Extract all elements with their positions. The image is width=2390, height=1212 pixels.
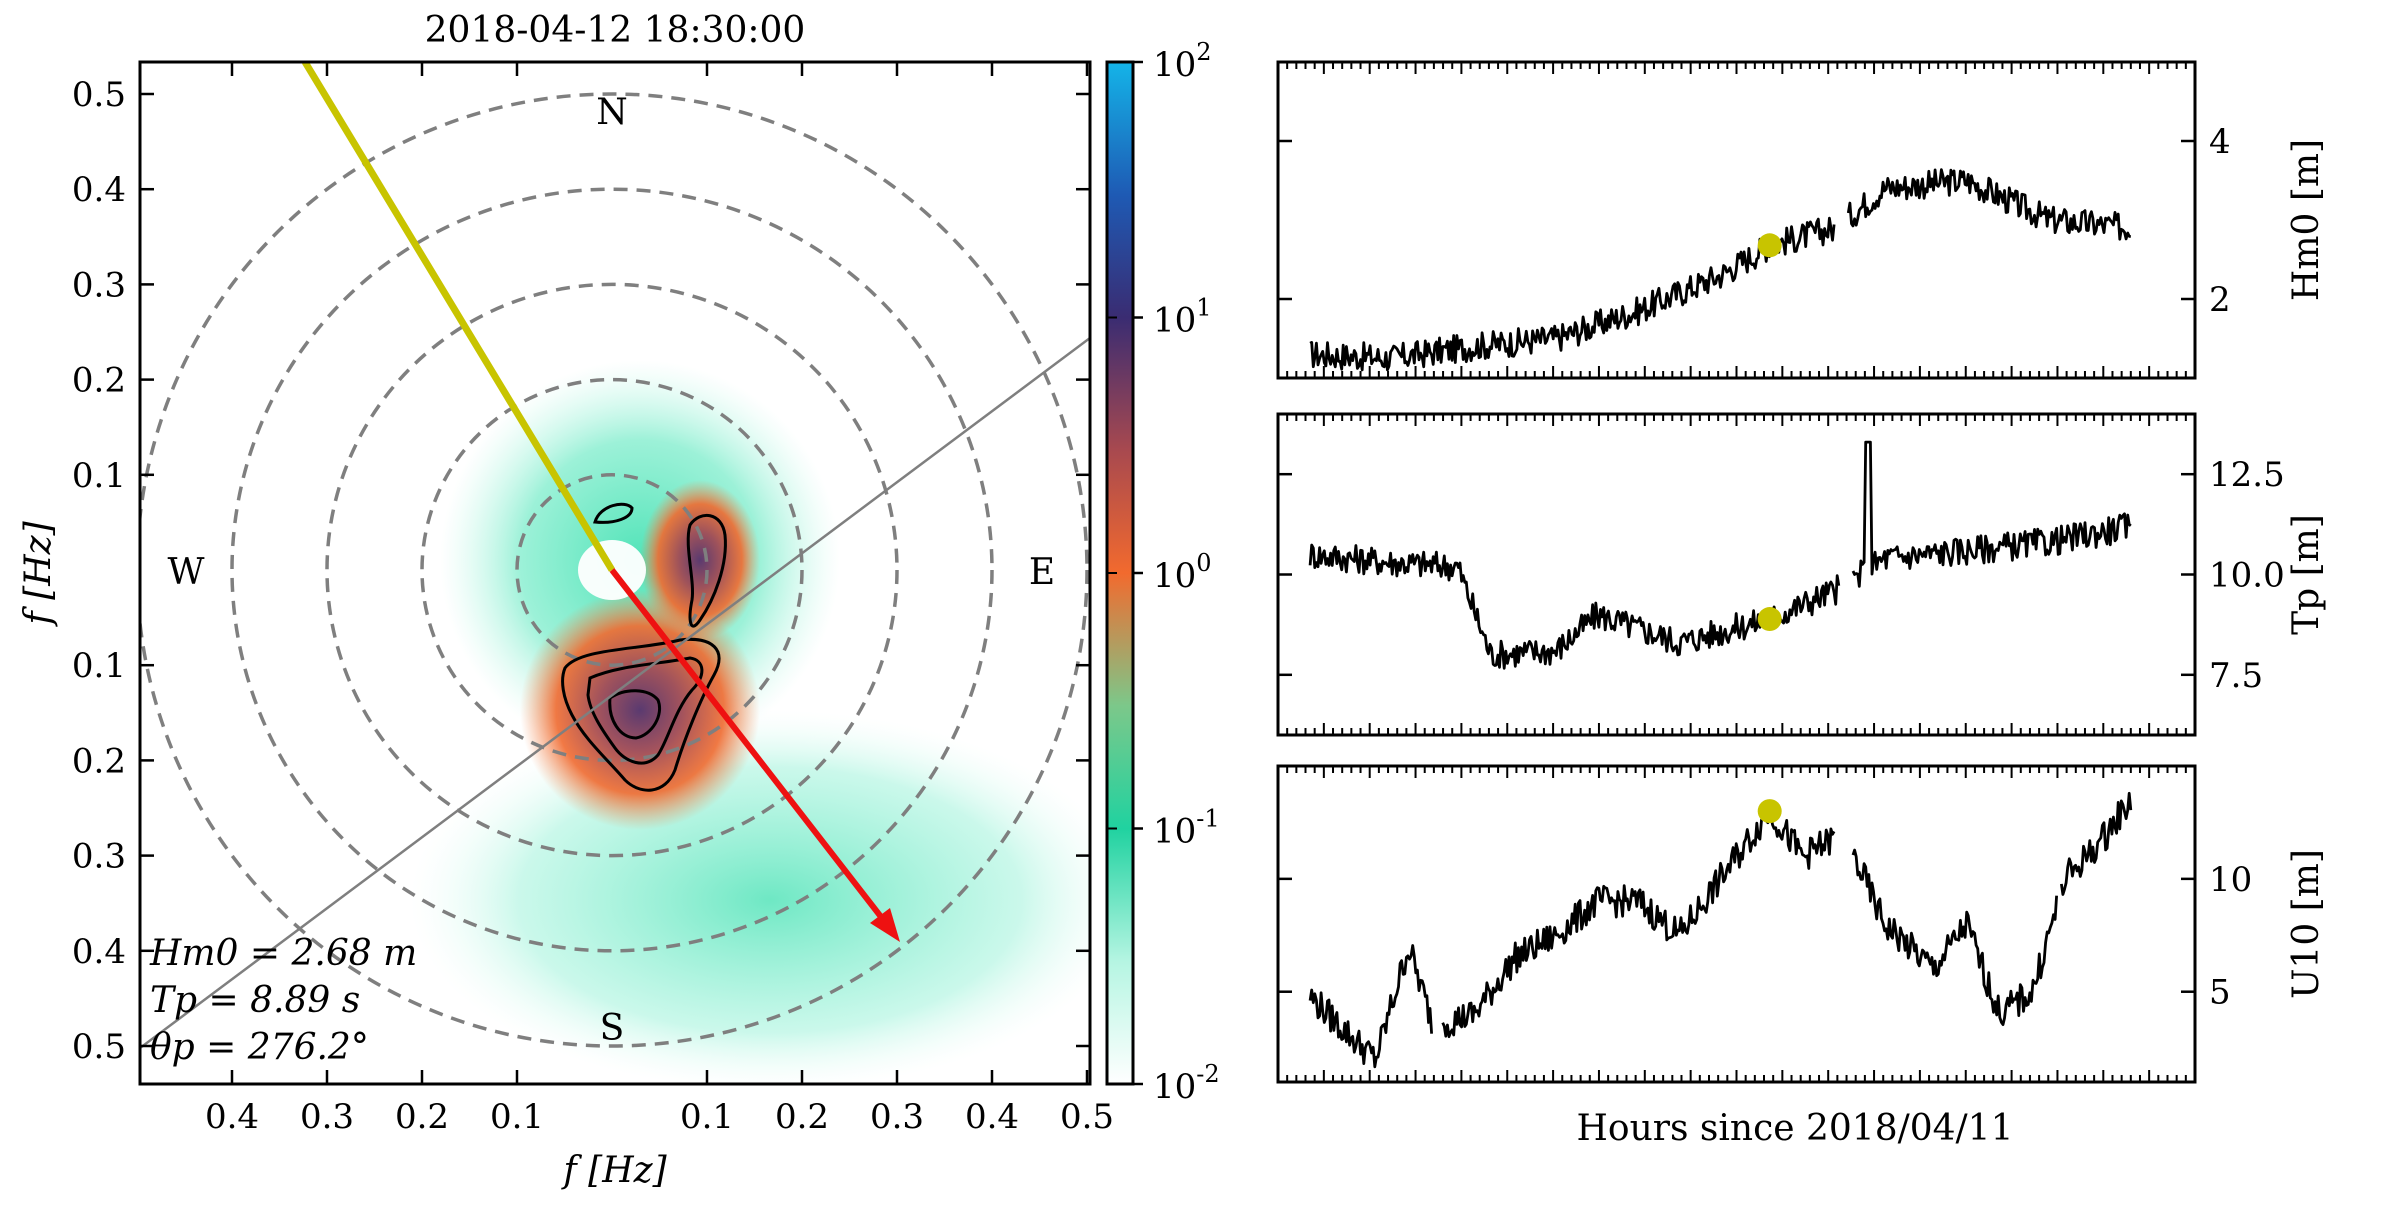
colorbar-gradient xyxy=(1105,60,1135,1086)
current-time-marker xyxy=(1757,799,1782,824)
contour-line xyxy=(593,502,634,524)
compass-west: W xyxy=(167,552,204,593)
x-tick-label: 0.3 xyxy=(300,1097,354,1137)
x-tick-label: 0.4 xyxy=(965,1097,1019,1137)
y-tick-label: 0.1 xyxy=(72,646,126,686)
spectrum-image xyxy=(140,62,1090,1084)
frequency-ring xyxy=(515,473,709,667)
timeseries-frame xyxy=(1276,412,2197,737)
x-tick-label: 0.2 xyxy=(775,1097,829,1137)
colorbar-tick-label: 100 xyxy=(1153,549,1212,596)
y-tick-label: 0.2 xyxy=(72,361,126,401)
polar-axes-frame xyxy=(138,60,1092,1086)
colorbar-ticks: 102 101 100 10-1 10-2 xyxy=(1107,38,1220,1107)
polar-xlabel: f [Hz] xyxy=(560,1150,667,1191)
frequency-ring xyxy=(230,187,994,953)
y-tick-label: 0.3 xyxy=(72,265,126,305)
compass-south: S xyxy=(600,1008,625,1049)
timeseries-xlabel: Hours since 2018/04/11 xyxy=(1577,1108,2014,1149)
y-tick-label: 12.5 xyxy=(2209,455,2285,495)
frequency-ring xyxy=(420,377,804,763)
timeseries-line xyxy=(1309,168,2132,372)
x-tick-label: 0.4 xyxy=(205,1097,259,1137)
wave-statistics: Hm0 = 2.68 m Tp = 8.89 s θp = 276.2° xyxy=(149,933,417,1068)
y-tick-label: 7.5 xyxy=(2209,656,2263,696)
x-tick-label: 0.5 xyxy=(1060,1097,1114,1137)
frequency-ring xyxy=(140,92,1089,1048)
y-tick-label: 0.5 xyxy=(72,75,126,115)
y-tick-label: 0.4 xyxy=(72,932,126,972)
y-tick-label: 0.2 xyxy=(72,741,126,781)
y-tick-label: 0.5 xyxy=(72,1027,126,1067)
direction-reference-line xyxy=(140,336,1090,1050)
polar-ylabel: f [Hz] xyxy=(18,520,59,627)
timeseries-panel: 10 5 U10 [m] xyxy=(1276,764,2327,1084)
peak-direction-arrow xyxy=(609,568,888,924)
peak-energy-region xyxy=(520,590,760,830)
x-tick-label: 0.1 xyxy=(680,1097,734,1137)
timeseries-ylabel: Hm0 [m] xyxy=(2286,139,2327,301)
x-tick-label: 0.1 xyxy=(490,1097,544,1137)
x-tick-label: 0.3 xyxy=(870,1097,924,1137)
current-time-marker xyxy=(1757,607,1782,632)
contour-line xyxy=(686,514,727,628)
y-tick-label: 5 xyxy=(2209,973,2231,1013)
compass-north: N xyxy=(596,92,628,133)
timeseries-line xyxy=(1308,791,2133,1069)
contour-line xyxy=(608,689,661,740)
timeseries-panel: 12.5 10.0 7.5 Tp [m] xyxy=(1276,412,2327,737)
colorbar-tick-label: 102 xyxy=(1153,38,1212,85)
y-tick-label: 0.3 xyxy=(72,837,126,877)
y-tick-label: 4 xyxy=(2209,122,2231,162)
contour-line xyxy=(586,656,704,765)
frequency-rings xyxy=(140,92,1089,1048)
timeseries-ylabel: U10 [m] xyxy=(2286,849,2327,999)
y-tick-label: 2 xyxy=(2209,280,2231,320)
y-tick-label: 10.0 xyxy=(2209,556,2285,596)
current-time-marker xyxy=(1757,233,1782,258)
colorbar-tick-label: 101 xyxy=(1153,294,1212,341)
secondary-energy-region xyxy=(640,480,760,640)
timeseries-panel: 4 2 Hm0 [m] xyxy=(1276,60,2327,380)
stat-theta-p: θp = 276.2° xyxy=(150,1027,369,1068)
timeseries-ylabel: Tp [m] xyxy=(2286,514,2327,635)
polar-spectrum-panel: 2018-04-12 18:30:00 N S E W 0. xyxy=(18,10,1114,1191)
y-tick-label: 0.1 xyxy=(72,456,126,496)
colorbar: 102 101 100 10-1 10-2 xyxy=(1105,38,1220,1107)
polar-title: 2018-04-12 18:30:00 xyxy=(425,10,806,51)
timeseries-panels: 4 2 Hm0 [m] 12.5 10.0 7.5 Tp [m] 10 5 U10 [m] xyxy=(1276,60,2327,1084)
timeseries-frame xyxy=(1276,764,2197,1084)
frequency-ring xyxy=(325,282,899,858)
compass-east: E xyxy=(1029,552,1055,593)
stat-tp: Tp = 8.89 s xyxy=(150,980,360,1021)
timeseries-line xyxy=(1308,440,2132,670)
colorbar-tick-label: 10-2 xyxy=(1153,1060,1220,1107)
y-tick-label: 10 xyxy=(2209,860,2252,900)
colorbar-tick-label: 10-1 xyxy=(1153,805,1220,852)
x-tick-label: 0.2 xyxy=(395,1097,449,1137)
peak-direction-arrowhead xyxy=(870,908,900,942)
stat-hm0: Hm0 = 2.68 m xyxy=(149,933,417,974)
wind-direction-line xyxy=(302,62,615,572)
y-tick-label: 0.4 xyxy=(72,170,126,210)
timeseries-frame xyxy=(1276,60,2197,380)
polar-ticks: 0.5 0.4 0.4 0.3 0.3 0.2 0.2 0.1 0.1 0.1 0.1 0.2 0.2 0… xyxy=(72,62,1114,1137)
